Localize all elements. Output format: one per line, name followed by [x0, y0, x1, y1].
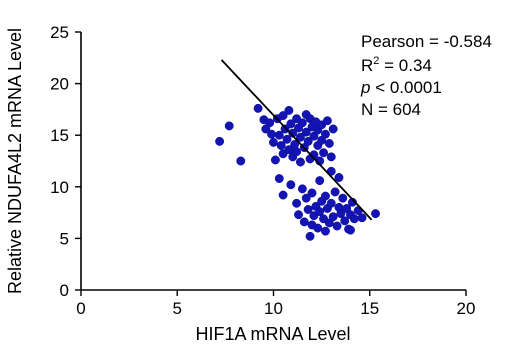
data-point	[299, 217, 309, 227]
data-point	[313, 223, 323, 233]
x-tick-label: 0	[76, 299, 85, 318]
stats-annotation: Pearson = -0.584 R2 = 0.34 p < 0.0001 N …	[360, 32, 492, 119]
data-point	[296, 157, 305, 167]
x-axis-title: HIF1A mRNA Level	[195, 324, 350, 344]
data-point	[292, 147, 302, 157]
x-tick-label: 15	[360, 299, 379, 318]
data-point	[265, 118, 275, 128]
data-point	[294, 210, 303, 220]
data-point	[371, 209, 380, 219]
data-point	[340, 216, 350, 226]
data-point	[315, 207, 325, 217]
x-tick-label: 5	[173, 299, 182, 318]
data-point	[322, 116, 332, 126]
data-point	[330, 187, 340, 197]
pearson-label: Pearson = -0.584	[361, 32, 492, 51]
data-point	[274, 130, 284, 140]
data-point	[297, 184, 307, 194]
r-squared-superscript: 2	[373, 55, 379, 67]
data-point	[269, 137, 278, 147]
data-point	[274, 174, 284, 183]
p-value-label: p < 0.0001	[360, 78, 442, 97]
data-point	[236, 156, 246, 166]
data-point	[336, 209, 346, 219]
data-point	[303, 205, 313, 214]
r-squared-label: R2 = 0.34	[361, 55, 432, 75]
data-point	[278, 190, 288, 200]
data-point	[270, 155, 280, 165]
data-point	[278, 111, 288, 121]
data-point	[276, 141, 286, 150]
data-point	[267, 129, 277, 139]
data-point	[286, 119, 296, 129]
data-point	[305, 231, 315, 241]
data-point	[326, 152, 336, 162]
x-tick-label: 10	[264, 299, 283, 318]
y-tick-label: 10	[50, 178, 69, 197]
data-point	[328, 124, 338, 134]
data-point	[280, 124, 290, 134]
data-point	[328, 212, 338, 222]
data-point	[321, 191, 330, 201]
y-axis-title: Relative NDUFA4L2 mRNA Level	[5, 28, 25, 294]
data-point	[321, 129, 330, 139]
y-tick-label: 25	[50, 23, 69, 42]
data-point	[292, 198, 302, 208]
data-point	[334, 173, 344, 182]
data-point	[324, 139, 334, 148]
data-point	[286, 180, 296, 190]
data-point	[296, 132, 305, 142]
data-point	[321, 226, 330, 236]
y-tick-label: 15	[50, 126, 69, 145]
data-points	[215, 103, 380, 241]
n-label: N = 604	[361, 100, 421, 119]
data-point	[301, 193, 311, 203]
data-point	[307, 188, 317, 198]
data-point	[303, 136, 313, 146]
data-point	[332, 221, 342, 231]
data-point	[215, 136, 225, 146]
data-point	[297, 118, 307, 128]
data-point	[301, 127, 311, 137]
data-point	[319, 148, 328, 158]
data-point	[357, 213, 367, 223]
data-point	[338, 193, 348, 203]
data-point	[253, 103, 263, 113]
data-point	[315, 176, 325, 186]
data-point	[349, 214, 359, 224]
y-tick-label: 5	[60, 229, 69, 248]
regression-line	[220, 59, 373, 221]
data-point	[326, 198, 336, 208]
ticks: 0 5 10 15 20 0 5 10 15 20 25	[50, 23, 475, 318]
data-point	[346, 225, 355, 235]
y-tick-label: 20	[50, 75, 69, 94]
data-point	[284, 105, 294, 115]
x-tick-label: 20	[457, 299, 476, 318]
data-point	[288, 128, 298, 138]
y-tick-label: 0	[60, 281, 69, 300]
data-point	[282, 134, 292, 144]
data-point	[224, 121, 234, 131]
